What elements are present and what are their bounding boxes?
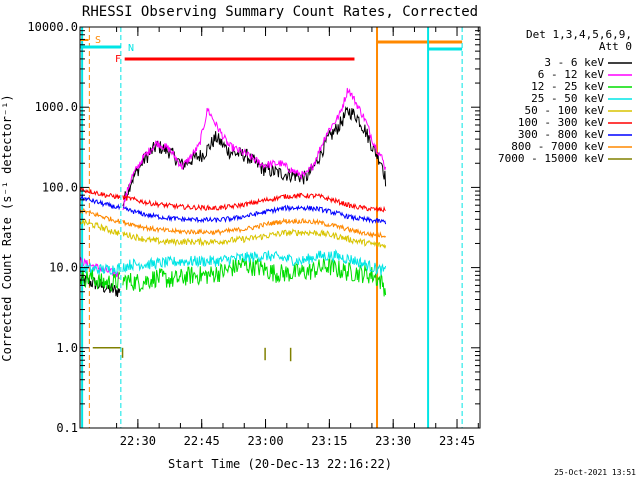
legend-label: 25 - 50 keV: [531, 92, 604, 105]
series-layer: [79, 87, 387, 362]
legend-label: 12 - 25 keV: [531, 80, 604, 93]
series-800-7000-kev: [79, 207, 387, 239]
series-line: [122, 192, 386, 213]
x-tick: 23:30: [375, 27, 411, 448]
instrument-overlays: S NF: [80, 27, 463, 428]
legend-entry-800-7000-kev: 800 - 7000 keV: [511, 140, 632, 153]
y-tick: 100.0: [42, 180, 480, 194]
legend-entry-7000-15000-kev: 7000 - 15000 keV: [498, 152, 632, 165]
y-axis-ticks: 0.1 1.0 10.0 100.0 1000.0 10000.0: [27, 20, 480, 435]
y-tick-label: 100.0: [42, 180, 78, 194]
annotation-n: N: [128, 43, 134, 54]
x-tick-label: 23:15: [311, 434, 347, 448]
legend-label: 6 - 12 keV: [538, 68, 605, 81]
x-tick: 23:45: [439, 27, 475, 448]
series-7000-15000-kev: [92, 347, 292, 362]
legend-entry-100-300-kev: 100 - 300 keV: [518, 116, 632, 129]
y-tick-label: 1000.0: [35, 100, 78, 114]
x-tick-label: 23:00: [247, 434, 283, 448]
series-12-25-kev: [79, 257, 387, 297]
legend-entry-300-800-kev: 300 - 800 keV: [518, 128, 632, 141]
y-tick: 10000.0: [27, 20, 480, 34]
x-tick-label: 23:30: [375, 434, 411, 448]
y-tick-label: 10.0: [49, 261, 78, 275]
series-300-800-kev: [79, 193, 387, 225]
y-tick-label: 10000.0: [27, 20, 78, 34]
series-line: [79, 193, 121, 211]
annotation-f: F: [115, 54, 121, 65]
legend-label: 100 - 300 keV: [518, 116, 604, 129]
legend-entry-25-50-kev: 25 - 50 keV: [531, 92, 632, 105]
plot-frame: [79, 26, 481, 429]
legend-header-line1: Det 1,3,4,5,6,9,: [526, 28, 632, 41]
series-line: [122, 204, 387, 225]
legend-label: 800 - 7000 keV: [511, 140, 604, 153]
legend-entry-3-6-kev: 3 - 6 keV: [544, 56, 632, 69]
y-tick-label: 1.0: [56, 341, 78, 355]
legend-header-line2: Att 0: [599, 40, 632, 53]
plot-border: [79, 26, 481, 429]
x-tick: 22:45: [184, 27, 220, 448]
legend-entry-12-25-kev: 12 - 25 keV: [531, 80, 632, 93]
y-tick: 1000.0: [35, 100, 480, 114]
series-line: [122, 105, 387, 207]
series-100-300-kev: [79, 187, 386, 213]
series-line: [122, 228, 387, 249]
legend-label: 300 - 800 keV: [518, 128, 604, 141]
legend-label: 50 - 100 keV: [525, 104, 605, 117]
series-line: [122, 248, 387, 276]
legend-label: 3 - 6 keV: [544, 56, 604, 69]
x-axis-ticks: 22:30 22:45 23:00 23:15 23:30 23:45: [116, 27, 479, 448]
x-tick-label: 22:45: [184, 434, 220, 448]
y-tick-label: 0.1: [56, 421, 78, 435]
legend-entry-50-100-kev: 50 - 100 keV: [525, 104, 632, 117]
series-line: [79, 268, 121, 292]
y-tick: 10.0: [49, 261, 480, 275]
x-tick-label: 22:30: [120, 434, 156, 448]
series-50-100-kev: [79, 219, 387, 249]
series-line: [122, 257, 387, 297]
generation-timestamp: 25-Oct-2021 13:51: [554, 468, 636, 477]
x-axis-label: Start Time (20-Dec-13 22:16:22): [168, 457, 392, 471]
series-line: [122, 87, 387, 210]
series-line: [79, 219, 121, 236]
series-25-50-kev: [79, 248, 387, 276]
series-6-12-kev: [79, 87, 387, 280]
x-tick-label: 23:45: [439, 434, 475, 448]
series-line: [79, 207, 121, 224]
legend-label: 7000 - 15000 keV: [498, 152, 604, 165]
annotation-s: S: [95, 35, 101, 46]
y-tick: 1.0: [56, 341, 480, 355]
series-line: [79, 262, 121, 275]
chart-title: RHESSI Observing Summary Count Rates, Co…: [82, 4, 478, 20]
series-line: [122, 217, 387, 239]
y-axis-label: Corrected Count Rate (s⁻¹ detector⁻¹): [0, 94, 14, 361]
series-line: [79, 187, 121, 200]
legend-entry-6-12-kev: 6 - 12 keV: [538, 68, 632, 81]
